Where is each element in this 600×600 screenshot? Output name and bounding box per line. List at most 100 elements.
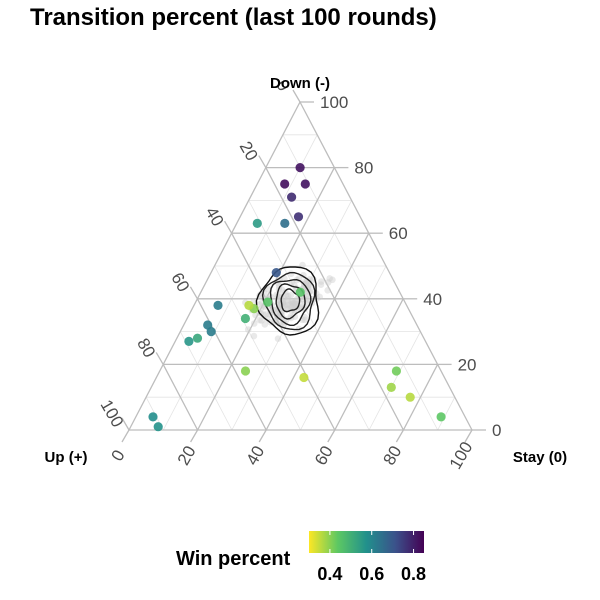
cloud-point xyxy=(316,293,324,301)
grid-line-up xyxy=(231,232,336,431)
density-contour-line xyxy=(255,266,320,336)
density-contour-line xyxy=(280,288,301,313)
data-point xyxy=(206,327,216,337)
tick-mark-stay xyxy=(258,429,267,443)
cloud-point xyxy=(276,311,284,318)
data-point xyxy=(299,372,309,383)
cloud-point xyxy=(329,276,336,284)
legend-gradient xyxy=(309,531,424,553)
cloud-point xyxy=(290,299,298,307)
tick-mark-up xyxy=(155,352,164,365)
tick-label-up: 60 xyxy=(167,269,193,295)
data-point xyxy=(391,366,401,376)
legend-tick-label: 0.8 xyxy=(401,564,427,584)
cloud-point xyxy=(250,332,258,340)
data-point xyxy=(405,392,415,402)
cloud-point xyxy=(264,315,271,322)
grid-line-stay xyxy=(402,364,439,431)
tick-mark-up xyxy=(224,220,233,234)
cloud-point xyxy=(284,298,291,305)
cloud-point xyxy=(282,292,290,299)
cloud-point xyxy=(284,292,292,300)
data-point xyxy=(280,218,290,228)
grid-line-up xyxy=(214,265,301,431)
legend-title: Win percent xyxy=(176,548,291,570)
cloud-point xyxy=(301,316,309,324)
tick-label-down: 60 xyxy=(389,224,408,243)
data-point xyxy=(153,422,163,432)
cloud-point xyxy=(289,300,297,308)
data-point xyxy=(240,366,251,376)
data-point xyxy=(213,300,223,310)
data-point xyxy=(386,382,396,392)
grid-line-up xyxy=(299,101,473,431)
tick-label-stay: 20 xyxy=(174,443,200,469)
cloud-point xyxy=(300,279,308,286)
cloud-point xyxy=(306,276,314,283)
tick-mark-stay xyxy=(327,429,336,443)
data-point xyxy=(148,412,158,422)
tick-mark-up xyxy=(258,155,267,168)
cloud-point xyxy=(292,300,299,308)
grid-line-up xyxy=(179,331,233,431)
legend-colorbar xyxy=(309,531,424,553)
tick-label-down: 40 xyxy=(423,290,442,309)
cloud-point xyxy=(284,305,291,312)
tick-mark-stay xyxy=(464,429,473,443)
tick-label-stay: 40 xyxy=(242,443,268,469)
cloud-point xyxy=(274,335,282,343)
grid-line-stay xyxy=(368,331,421,431)
grid-line-up xyxy=(248,200,370,431)
data-point xyxy=(436,412,446,422)
grid-line-stay xyxy=(128,101,301,431)
tick-label-up: 40 xyxy=(202,204,228,230)
data-point xyxy=(300,179,310,189)
data-point xyxy=(295,287,305,297)
cloud-point xyxy=(283,301,291,309)
cloud-point xyxy=(287,291,295,299)
tick-label-down: 0 xyxy=(492,421,501,440)
cloud-point xyxy=(289,299,297,307)
cloud-point xyxy=(304,296,312,303)
cloud-point xyxy=(258,317,265,324)
cloud-point xyxy=(250,320,258,327)
cloud-point xyxy=(266,307,274,314)
cloud-point xyxy=(304,277,311,285)
cloud-point xyxy=(244,326,252,333)
grid-line-stay xyxy=(231,200,352,431)
cloud-point xyxy=(275,282,283,290)
grid-line-stay xyxy=(265,232,370,431)
grid-line-stay xyxy=(300,265,387,431)
legend-tick-label: 0.4 xyxy=(317,564,343,584)
tick-label-stay: 60 xyxy=(311,443,337,469)
cloud-point xyxy=(318,278,325,285)
tick-mark-stay xyxy=(395,429,404,443)
tick-mark-stay xyxy=(190,429,199,443)
cloud-point xyxy=(287,303,295,311)
cloud-point xyxy=(288,298,296,306)
data-point xyxy=(240,313,250,324)
data-point xyxy=(184,336,194,346)
tick-mark-stay xyxy=(121,429,130,443)
cloud-point xyxy=(304,293,311,300)
tick-mark-up xyxy=(121,417,130,431)
cloud-point xyxy=(286,301,294,309)
legend-tick-label: 0.6 xyxy=(359,564,385,584)
tick-label-up: 20 xyxy=(236,138,262,164)
vertex-label-right: Stay (0) xyxy=(513,449,567,466)
chart-title: Transition percent (last 100 rounds) xyxy=(30,4,437,31)
data-point xyxy=(192,333,203,343)
tick-label-stay: 100 xyxy=(446,438,477,472)
cloud-point xyxy=(256,316,263,324)
data-point xyxy=(293,212,304,222)
vertex-label-left: Up (+) xyxy=(45,449,88,466)
data-point xyxy=(244,300,254,310)
data-points xyxy=(148,163,446,432)
cloud-point xyxy=(262,311,270,318)
tick-mark-up xyxy=(189,286,198,300)
data-point xyxy=(287,192,297,202)
cloud-point xyxy=(272,317,280,325)
cloud-point xyxy=(261,321,269,328)
legend-tick-marks xyxy=(329,531,415,553)
cloud-point xyxy=(252,311,259,319)
